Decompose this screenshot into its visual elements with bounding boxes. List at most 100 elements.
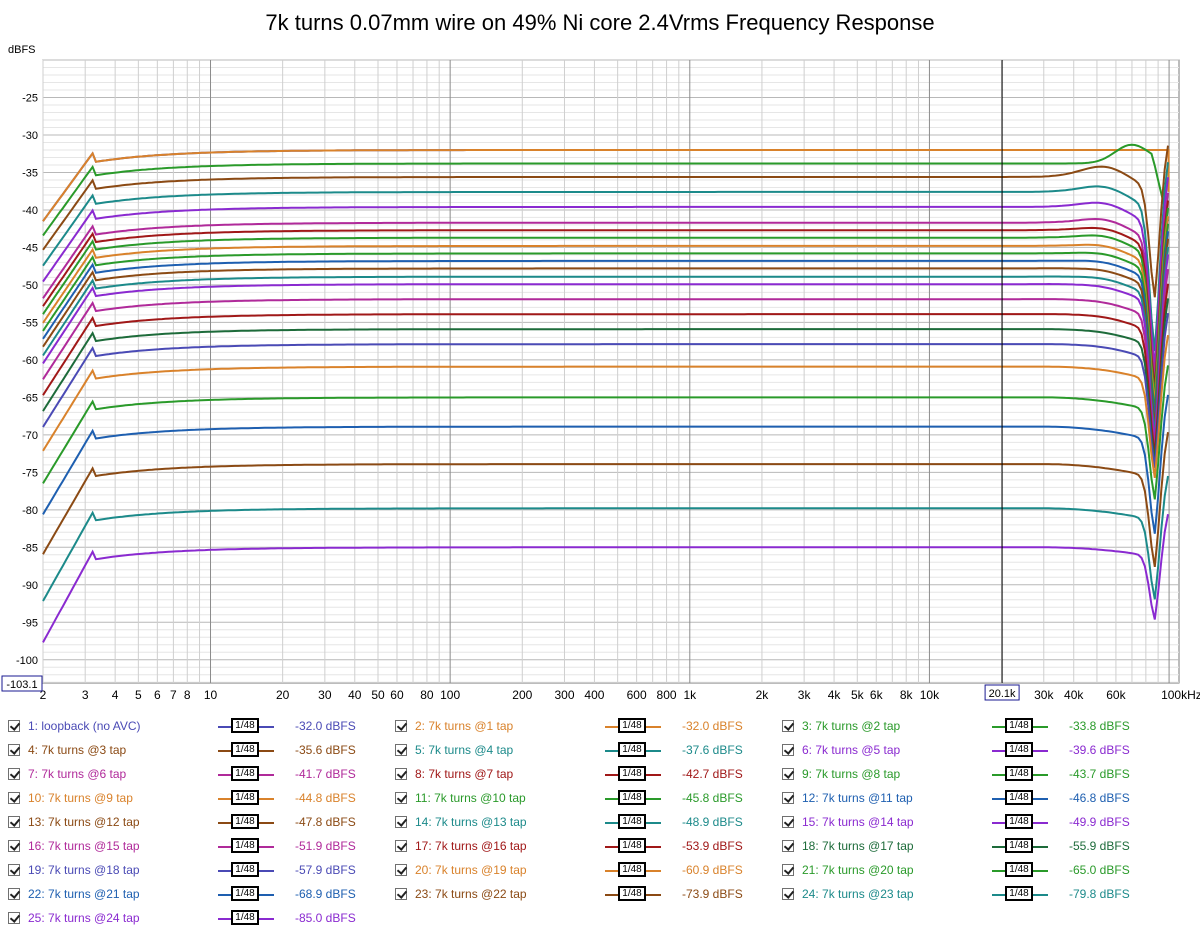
legend-checkbox[interactable]	[782, 768, 794, 780]
series-line-13	[42, 238, 1169, 427]
legend-value: -53.9 dBFS	[682, 839, 743, 853]
legend-item: 18: 7k turns @17 tap 1/48 -55.9 dBFS	[782, 836, 1162, 856]
legend-checkbox[interactable]	[782, 720, 794, 732]
legend-value: -65.0 dBFS	[1069, 863, 1130, 877]
y-tick-label: -100	[16, 655, 38, 667]
series-line-11	[42, 223, 1169, 412]
legend-item: 13: 7k turns @12 tap 1/48 -47.8 dBFS	[8, 812, 388, 832]
series-line-3	[42, 143, 1169, 237]
x-tick-label: 1k	[683, 688, 697, 702]
legend-smoothing-button[interactable]: 1/48	[218, 886, 274, 902]
legend-checkbox[interactable]	[395, 888, 407, 900]
legend-checkbox[interactable]	[8, 840, 20, 852]
legend-smoothing-button[interactable]: 1/48	[605, 766, 661, 782]
legend-smoothing-label: 1/48	[618, 886, 646, 901]
legend-smoothing-button[interactable]: 1/48	[992, 742, 1048, 758]
legend-checkbox[interactable]	[8, 792, 20, 804]
y-tick-label: -25	[22, 92, 38, 104]
x-tick-label: 60	[390, 688, 404, 702]
legend-smoothing-button[interactable]: 1/48	[605, 886, 661, 902]
legend-smoothing-button[interactable]: 1/48	[992, 862, 1048, 878]
legend-smoothing-button[interactable]: 1/48	[992, 718, 1048, 734]
legend-label: 25: 7k turns @24 tap	[28, 911, 140, 925]
legend-value: -85.0 dBFS	[295, 911, 356, 925]
legend-smoothing-label: 1/48	[618, 790, 646, 805]
legend-smoothing-button[interactable]: 1/48	[218, 838, 274, 854]
legend-checkbox[interactable]	[395, 768, 407, 780]
legend-label: 23: 7k turns @22 tap	[415, 887, 527, 901]
legend-smoothing-button[interactable]: 1/48	[218, 814, 274, 830]
legend-value: -42.7 dBFS	[682, 767, 743, 781]
legend-checkbox[interactable]	[8, 768, 20, 780]
legend-checkbox[interactable]	[8, 720, 20, 732]
legend-item: 21: 7k turns @20 tap 1/48 -65.0 dBFS	[782, 860, 1162, 880]
legend-item: 5: 7k turns @4 tap 1/48 -37.6 dBFS	[395, 740, 775, 760]
legend-smoothing-button[interactable]: 1/48	[992, 814, 1048, 830]
series-line-20	[42, 334, 1169, 479]
legend-smoothing-label: 1/48	[618, 838, 646, 853]
legend-checkbox[interactable]	[782, 840, 794, 852]
x-tick-label: 4k	[828, 688, 842, 702]
legend-checkbox[interactable]	[395, 792, 407, 804]
legend-checkbox[interactable]	[8, 816, 20, 828]
legend-item: 11: 7k turns @10 tap 1/48 -45.8 dBFS	[395, 788, 775, 808]
legend-label: 24: 7k turns @23 tap	[802, 887, 914, 901]
legend-item: 17: 7k turns @16 tap 1/48 -53.9 dBFS	[395, 836, 775, 856]
legend-smoothing-button[interactable]: 1/48	[218, 742, 274, 758]
legend-smoothing-button[interactable]: 1/48	[605, 862, 661, 878]
x-tick-label: 6k	[870, 688, 884, 702]
x-tick-label: 5	[135, 688, 142, 702]
legend-smoothing-button[interactable]: 1/48	[605, 790, 661, 806]
legend-label: 18: 7k turns @17 tap	[802, 839, 914, 853]
series-line-6	[42, 177, 1169, 367]
legend-checkbox[interactable]	[395, 864, 407, 876]
y-min-readout: -103.1	[6, 679, 37, 691]
legend-smoothing-label: 1/48	[618, 862, 646, 877]
legend-smoothing-button[interactable]: 1/48	[992, 886, 1048, 902]
legend-smoothing-button[interactable]: 1/48	[992, 790, 1048, 806]
legend-checkbox[interactable]	[395, 744, 407, 756]
legend-smoothing-button[interactable]: 1/48	[218, 790, 274, 806]
legend-checkbox[interactable]	[782, 888, 794, 900]
legend-value: -43.7 dBFS	[1069, 767, 1130, 781]
legend-checkbox[interactable]	[8, 888, 20, 900]
legend-label: 6: 7k turns @5 tap	[802, 743, 901, 757]
legend-label: 15: 7k turns @14 tap	[802, 815, 914, 829]
legend-smoothing-button[interactable]: 1/48	[218, 766, 274, 782]
legend-label: 11: 7k turns @10 tap	[415, 791, 526, 805]
legend-smoothing-button[interactable]: 1/48	[605, 718, 661, 734]
legend-checkbox[interactable]	[782, 816, 794, 828]
legend-checkbox[interactable]	[782, 864, 794, 876]
legend-smoothing-button[interactable]: 1/48	[992, 766, 1048, 782]
legend-value: -39.6 dBFS	[1069, 743, 1130, 757]
legend-smoothing-button[interactable]: 1/48	[605, 742, 661, 758]
legend-value: -73.9 dBFS	[682, 887, 743, 901]
legend-value: -46.8 dBFS	[1069, 791, 1130, 805]
y-tick-label: -50	[22, 280, 38, 292]
legend-value: -60.9 dBFS	[682, 863, 743, 877]
legend-item: 23: 7k turns @22 tap 1/48 -73.9 dBFS	[395, 884, 775, 904]
series-line-15	[42, 254, 1169, 442]
legend-checkbox[interactable]	[8, 912, 20, 924]
legend-smoothing-button[interactable]: 1/48	[218, 910, 274, 926]
legend-smoothing-button[interactable]: 1/48	[218, 718, 274, 734]
legend-checkbox[interactable]	[8, 744, 20, 756]
legend-label: 19: 7k turns @18 tap	[28, 863, 140, 877]
legend-checkbox[interactable]	[8, 864, 20, 876]
legend-checkbox[interactable]	[395, 840, 407, 852]
legend-checkbox[interactable]	[395, 816, 407, 828]
legend-value: -45.8 dBFS	[682, 791, 743, 805]
legend-checkbox[interactable]	[782, 792, 794, 804]
legend-smoothing-button[interactable]: 1/48	[605, 838, 661, 854]
y-tick-label: -40	[22, 205, 38, 217]
y-tick-label: -35	[22, 167, 38, 179]
legend-smoothing-button[interactable]: 1/48	[605, 814, 661, 830]
legend-value: -37.6 dBFS	[682, 743, 743, 757]
y-min-readout-box[interactable]	[1, 675, 43, 692]
legend-smoothing-button[interactable]: 1/48	[218, 862, 274, 878]
x-tick-label: 600	[627, 688, 647, 702]
legend-checkbox[interactable]	[395, 720, 407, 732]
series-line-12	[42, 231, 1169, 420]
legend-smoothing-button[interactable]: 1/48	[992, 838, 1048, 854]
legend-checkbox[interactable]	[782, 744, 794, 756]
